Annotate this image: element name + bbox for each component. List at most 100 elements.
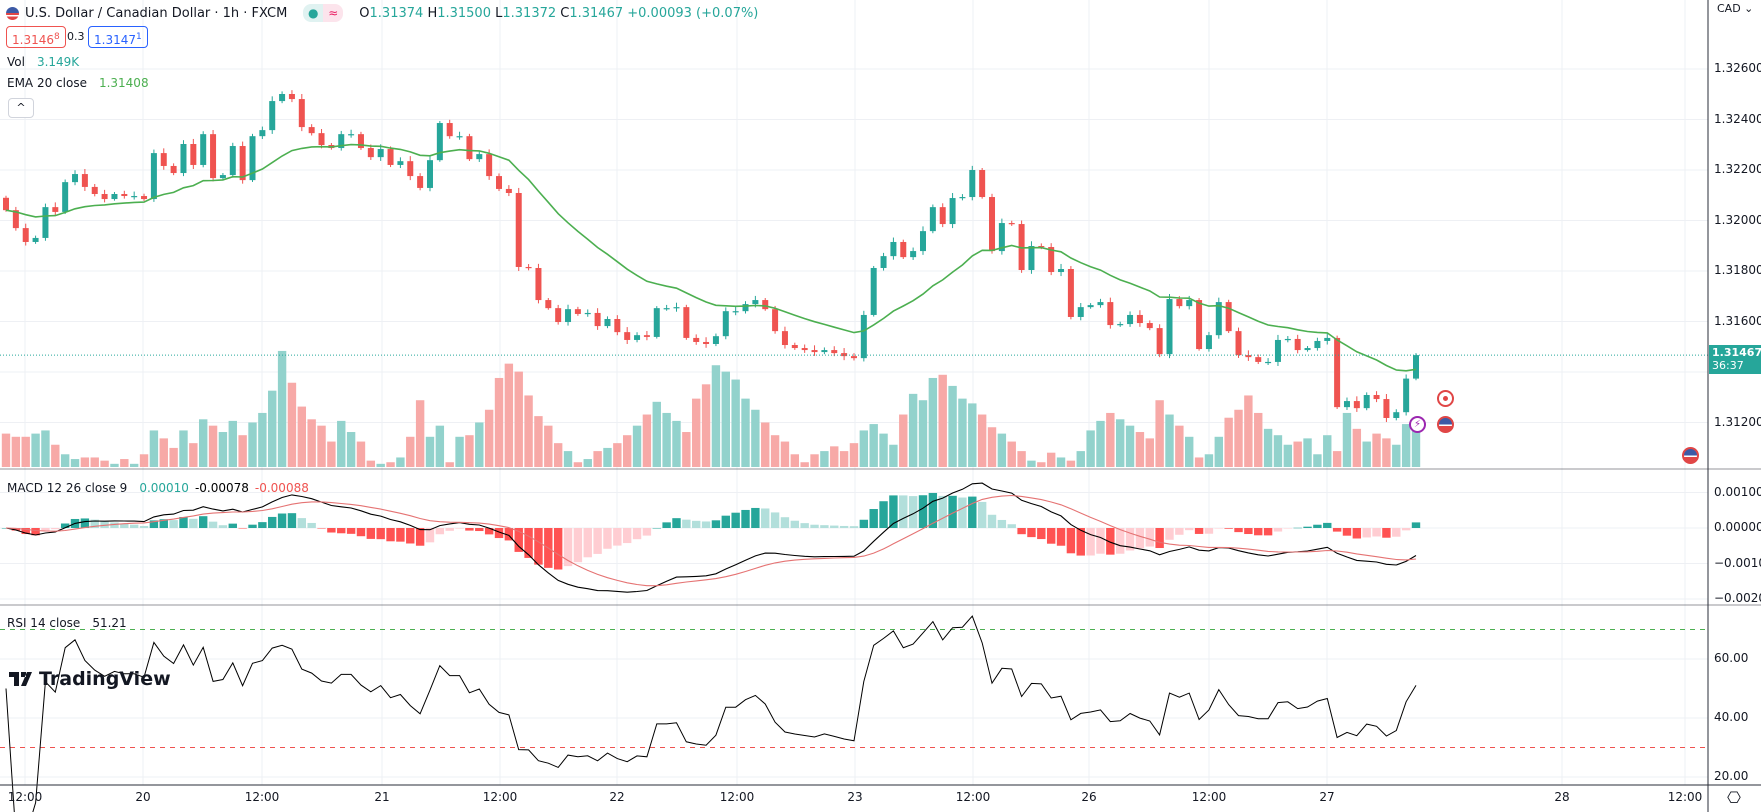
us-event-marker-icon[interactable] [1437,416,1454,433]
volume-bar [11,436,21,467]
volume-bar [731,379,740,467]
macd-histogram-bar [228,523,237,528]
volume-bar [1362,441,1371,467]
candle-body [545,300,552,309]
macd-tick-label: 0.00100 [1714,484,1761,499]
candle-body [850,356,857,359]
volume-bar [1352,428,1362,467]
macd-histogram-bar [662,522,671,528]
candle-body [1393,412,1400,418]
candle-body [496,176,503,189]
macd-histogram-bar [652,527,661,529]
sell-button[interactable]: 1.31468 [6,26,66,48]
macd-histogram-bar [356,528,366,537]
candle-body [279,94,286,102]
candle-body [259,130,266,137]
candle-body [604,319,611,327]
volume-bar [997,433,1007,467]
symbol-title[interactable]: U.S. Dollar / Canadian Dollar · 1h · FXC… [25,5,288,21]
macd-histogram-bar [218,525,228,528]
macd-histogram-bar [41,528,50,532]
lightning-event-icon[interactable]: ⚡ [1409,416,1426,433]
macd-histogram-bar [268,516,277,528]
volume-bar [386,462,395,467]
volume-legend[interactable]: Vol 3.149K [7,55,80,69]
volume-bar [869,424,878,467]
candle-body [565,309,572,323]
candle-body [811,350,818,353]
ohlc-values: O1.31374 H1.31500 L1.31372 C1.31467 +0.0… [359,5,759,21]
macd-histogram-bar [169,520,178,528]
macd-histogram-bar [928,492,938,528]
volume-bar [1145,438,1154,467]
volume-bar [573,462,583,467]
volume-bar [662,412,671,467]
volume-bar [642,414,652,467]
macd-legend[interactable]: MACD 12 26 close 9 0.00010 -0.00078 -0.0… [7,481,309,495]
buy-button[interactable]: 1.31471 [88,26,148,48]
volume-bar [1194,457,1204,467]
candle-body [742,304,749,312]
volume-bar [751,409,760,467]
canada-event-marker-icon[interactable] [1437,390,1454,407]
candle-body [397,161,404,165]
macd-histogram-bar [1263,528,1273,536]
rsi-tick-label: 20.00 [1714,769,1749,783]
macd-histogram-bar [1106,528,1115,555]
candle-body [1294,338,1301,351]
volume-bar [238,435,247,467]
volume-bar [415,400,425,467]
volume-bar [682,432,691,467]
candle-body [989,197,996,252]
volume-bar [149,430,159,467]
volume-bar [159,438,168,467]
macd-histogram-bar [386,528,395,542]
candle-body [732,311,739,313]
macd-histogram-bar [1096,528,1105,554]
candle-body [456,136,463,138]
collapse-legend-button[interactable]: ^ [8,98,34,118]
tradingview-logo[interactable]: TradingView [9,668,171,690]
candle-body [22,228,29,242]
volume-bar [534,416,543,467]
volume-bar [692,398,701,467]
symbol-header[interactable]: U.S. Dollar / Canadian Dollar · 1h · FXC… [6,4,758,22]
candle-body [959,197,966,199]
volume-bar [406,436,415,467]
volume-bar [553,443,563,467]
candle-body [505,188,512,193]
us-event-marker-icon[interactable] [1682,447,1699,464]
time-tick-label: 12:00 [955,790,991,804]
volume-bar [1204,454,1214,467]
candle-body [269,101,276,131]
candle-body [1324,337,1331,341]
candle-body [298,99,305,128]
candle-body [426,160,433,188]
candle-body [939,207,946,225]
candle-body [1067,269,1074,317]
candle-body [1225,302,1232,332]
candle-body [1176,299,1183,307]
macd-histogram-bar [908,496,918,528]
volume-bar [475,422,484,467]
candle-body [1403,378,1410,413]
candle-body [1353,401,1360,409]
rsi-legend[interactable]: RSI 14 close 51.21 [7,616,127,630]
currency-selector[interactable]: CAD ⌄ [1717,2,1754,15]
ema-legend[interactable]: EMA 20 close 1.31408 [7,76,149,90]
candle-body [1314,340,1321,349]
volume-bar [189,443,198,467]
candle-body [1107,302,1114,326]
volume-bar [1244,395,1253,467]
volume-bar [208,425,218,467]
macd-histogram-bar [968,496,977,528]
macd-histogram-bar [603,528,612,549]
time-tick-label: 22 [609,790,625,804]
time-tick-label: 20 [135,790,151,804]
candle-body [308,127,315,134]
settings-icon[interactable]: ⎔ [1727,788,1741,807]
volume-bar [1155,400,1164,467]
candle-body [555,308,562,323]
market-status[interactable]: ● ≈ [303,4,344,22]
